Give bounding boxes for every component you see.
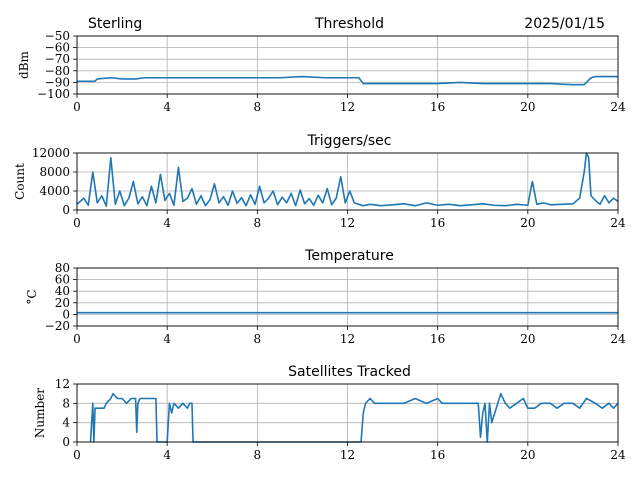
satellites-tracked-title: Satellites Tracked (288, 364, 411, 380)
x-tick-label: 16 (430, 100, 445, 114)
y-tick-label: 60 (55, 273, 70, 287)
x-tick-label: 16 (430, 332, 445, 346)
panel-satellites-tracked: 0 4 8 12 16 20 24 0 4 8 12 Satellites Tracked Number (33, 364, 626, 462)
x-tick-label: 12 (340, 448, 355, 462)
y-tick-label: −100 (37, 87, 70, 101)
temperature-title: Temperature (304, 248, 394, 264)
x-tick-label: 20 (520, 216, 535, 230)
x-tick-label: 12 (340, 216, 355, 230)
x-tick-label: 4 (163, 332, 171, 346)
threshold-title: Threshold (314, 16, 384, 32)
y-tick-label: 0 (62, 203, 70, 217)
y-tick-label: 4 (62, 416, 70, 430)
x-tick-label: 0 (73, 332, 81, 346)
x-tick-label: 24 (610, 100, 626, 114)
x-tick-label: 12 (340, 100, 355, 114)
x-tick-label: 8 (254, 216, 262, 230)
y-tick-label: −70 (45, 52, 70, 66)
y-tick-label: 0 (62, 307, 70, 321)
x-tick-label: 8 (254, 332, 262, 346)
satellites-tracked-series-line (89, 392, 619, 443)
y-tick-label: −80 (45, 64, 70, 78)
triggers-sec-title: Triggers/sec (307, 133, 392, 149)
x-tick-label: 20 (520, 100, 535, 114)
x-tick-label: 20 (520, 332, 535, 346)
triggers-sec-ylabel: Count (13, 163, 27, 200)
y-tick-label: 8 (62, 396, 70, 410)
panel-threshold: 0 4 8 12 16 20 24 −100−90−80−70−60−50 Threshold d… (17, 16, 626, 114)
y-tick-label: 12 (55, 377, 70, 391)
y-tick-label: 40 (55, 284, 70, 298)
y-tick-label: −90 (45, 75, 70, 89)
y-tick-label: 80 (55, 261, 70, 275)
satellites-tracked-ylabel: Number (33, 388, 47, 438)
triggers-sec-series-line (76, 152, 619, 207)
y-tick-label: 4000 (39, 184, 70, 198)
y-tick-label: −20 (45, 319, 70, 333)
x-tick-label: 0 (73, 100, 81, 114)
y-tick-label: 8000 (39, 165, 70, 179)
panel-triggers-sec: 0 4 8 12 16 20 24 0 4000 8000 12000 Triggers/sec Cou… (13, 133, 626, 230)
x-tick-label: 8 (254, 100, 262, 114)
x-tick-label: 16 (430, 448, 445, 462)
site-name: Sterling (88, 16, 142, 32)
y-tick-label: 0 (62, 435, 70, 449)
threshold-series-line (77, 75, 618, 86)
x-tick-label: 20 (520, 448, 535, 462)
x-tick-label: 4 (163, 448, 171, 462)
temperature-ylabel: °C (25, 289, 39, 304)
y-tick-label: 12000 (32, 146, 70, 160)
x-tick-label: 0 (73, 216, 81, 230)
x-tick-label: 24 (610, 332, 626, 346)
x-tick-label: 0 (73, 448, 81, 462)
x-tick-label: 8 (254, 448, 262, 462)
x-tick-label: 24 (610, 216, 626, 230)
x-tick-label: 24 (610, 448, 626, 462)
y-tick-label: 20 (55, 296, 70, 310)
y-tick-label: −60 (45, 41, 70, 55)
threshold-ylabel: dBm (17, 50, 31, 79)
date-label: 2025/01/15 (524, 16, 605, 32)
y-tick-label: −50 (45, 29, 70, 43)
x-tick-label: 12 (340, 332, 355, 346)
x-tick-label: 4 (163, 216, 171, 230)
x-tick-label: 16 (430, 216, 445, 230)
x-tick-label: 4 (163, 100, 171, 114)
